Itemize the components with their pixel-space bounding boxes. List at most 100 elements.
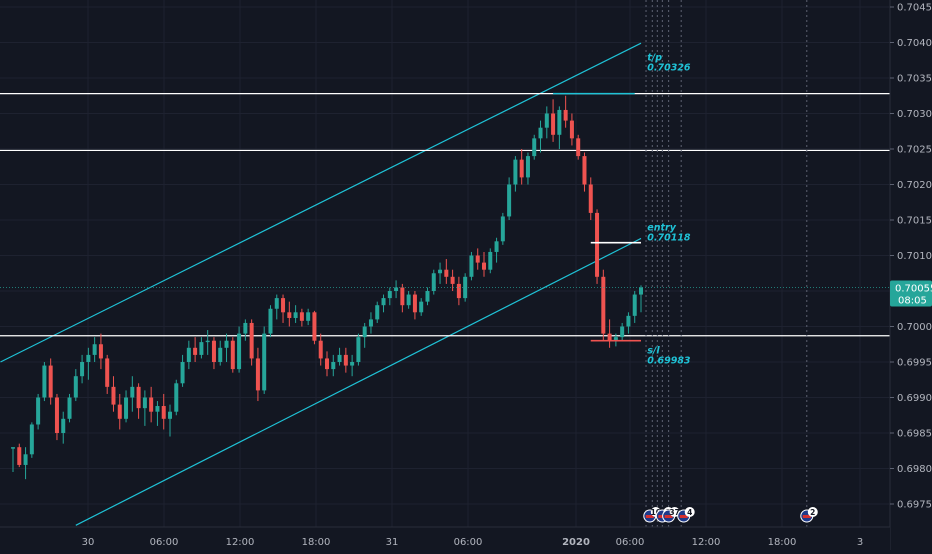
candle-body <box>325 358 329 370</box>
current-price-value: 0.70055 <box>895 283 932 294</box>
candle-body <box>130 386 135 398</box>
candle-body <box>155 406 160 412</box>
candle-body <box>29 424 34 455</box>
flag-stripe-icon <box>645 515 654 518</box>
event-count-bubble <box>684 507 695 517</box>
price-tick-label: 0.69750 <box>897 500 932 511</box>
candle-body <box>356 337 361 362</box>
candle-body <box>86 354 91 362</box>
channel-lower-line[interactable] <box>75 237 642 526</box>
economic-event-marker[interactable]: 37 <box>662 507 680 523</box>
candle-body <box>343 354 348 366</box>
candle-body <box>17 447 22 465</box>
price-axis-bg <box>890 0 932 550</box>
time-tick-label: 06:00 <box>454 537 483 548</box>
candle-body <box>544 113 549 128</box>
annotation-label: s/l <box>647 345 660 356</box>
candle-body <box>92 344 97 355</box>
candle-body <box>180 362 185 384</box>
time-axis-bg <box>0 527 890 550</box>
candles <box>11 95 643 480</box>
candle-body <box>494 241 499 252</box>
channel-upper-line[interactable] <box>0 42 642 363</box>
candle-body <box>620 326 625 338</box>
candle-body <box>368 319 373 327</box>
candle-body <box>149 397 154 412</box>
event-count-bubble <box>807 507 818 517</box>
candle-body <box>450 276 455 284</box>
candle-body <box>538 127 543 139</box>
candle-body <box>262 333 267 391</box>
time-tick-label: 12:00 <box>692 537 721 548</box>
candle-body <box>576 138 581 157</box>
candle-body <box>186 347 191 362</box>
candle-body <box>425 291 430 302</box>
candle-body <box>11 447 15 449</box>
candle-body <box>482 262 486 270</box>
annotation-value: 0.70326 <box>647 62 691 73</box>
candle-body <box>394 287 399 291</box>
price-channel[interactable] <box>0 42 642 526</box>
candle-body <box>613 337 618 341</box>
candle-body <box>318 340 323 359</box>
candle-body <box>73 376 78 398</box>
candle-body <box>419 301 424 313</box>
candle-body <box>569 120 574 139</box>
candle-body <box>350 362 355 366</box>
candle-body <box>412 294 417 313</box>
candle-body <box>444 269 449 277</box>
time-tick-label: 18:00 <box>768 537 797 548</box>
candle-body <box>48 365 53 398</box>
economic-event-marker[interactable]: 4 <box>677 507 695 523</box>
candle-body <box>54 397 59 433</box>
candle-body <box>230 340 235 370</box>
economic-events[interactable]: 1033742 <box>643 507 818 523</box>
candle-body <box>67 397 72 419</box>
annotation-value: 0.69983 <box>647 355 691 366</box>
candle-body <box>532 138 537 157</box>
candle-body <box>224 340 229 348</box>
candle-body <box>281 298 286 313</box>
candle-body <box>36 397 41 425</box>
candle-body <box>136 386 141 409</box>
candle-body <box>507 184 512 217</box>
time-axis[interactable]: 30 06:00 12:00 18:00 31 06:00 2020 06:00 12:00 18… <box>0 526 890 550</box>
candle-body <box>400 287 405 306</box>
candle-body <box>563 109 568 121</box>
candle-body <box>205 340 210 343</box>
candle-body <box>438 269 443 274</box>
time-tick-label: 3 <box>857 537 863 548</box>
time-tick-label: 06:00 <box>616 537 645 548</box>
candle-body <box>98 344 103 359</box>
candle-body <box>243 322 248 334</box>
economic-event-marker[interactable]: 2 <box>800 507 818 523</box>
candle-body <box>61 418 66 433</box>
annotation-label: entry <box>647 223 676 234</box>
flag-stripe-icon <box>802 515 811 518</box>
candle-body <box>80 362 85 377</box>
time-tick-label: 2020 <box>562 537 590 548</box>
time-tick-label: 30 <box>82 537 95 548</box>
candle-body <box>551 113 556 135</box>
candle-body <box>588 184 593 213</box>
candle-body <box>525 156 530 178</box>
candle-body <box>381 298 386 306</box>
event-count: 37 <box>669 508 679 517</box>
current-price-badge: 0.7005508:05 <box>0 280 932 307</box>
horizontal-levels[interactable] <box>0 93 890 337</box>
candle-body <box>174 383 179 412</box>
trade-lines[interactable] <box>553 92 641 342</box>
